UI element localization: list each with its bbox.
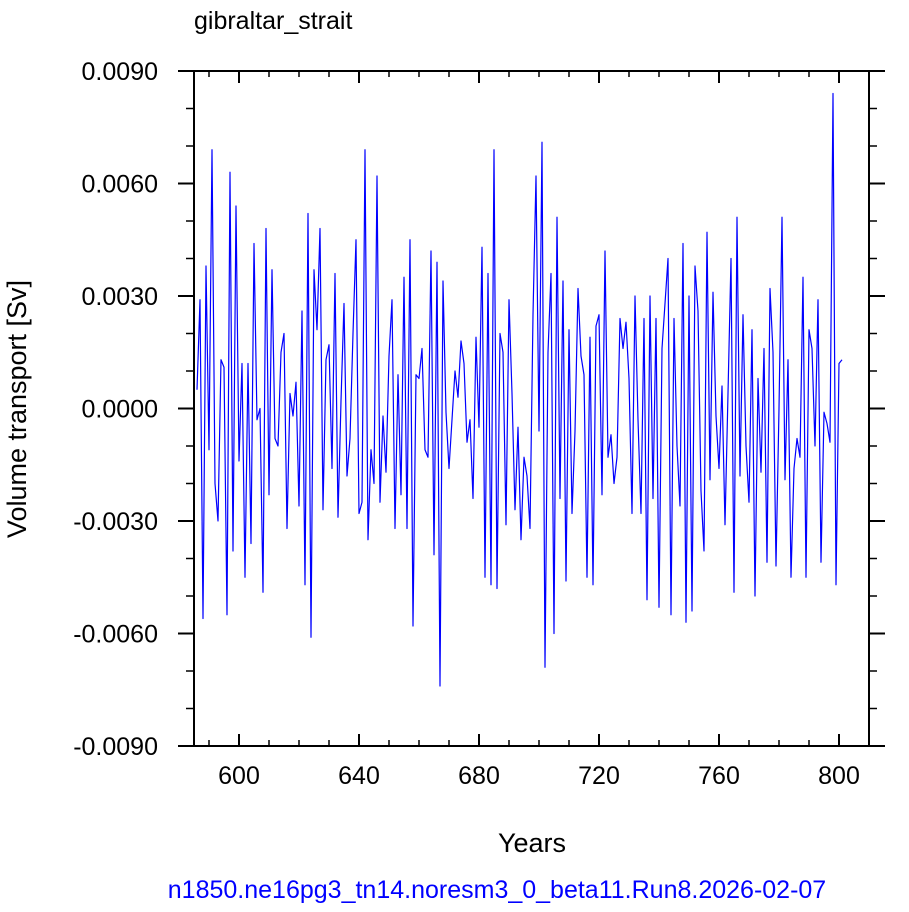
chart-title: gibraltar_strait — [194, 7, 352, 35]
y-tick-label: 0.0030 — [82, 283, 158, 311]
run-label: n1850.ne16pg3_tn14.noresm3_0_beta11.Run8… — [168, 876, 826, 904]
y-tick-label: 0.0060 — [82, 171, 158, 199]
x-tick-label: 680 — [458, 762, 500, 790]
x-tick-label: 760 — [698, 762, 740, 790]
y-tick-label: -0.0060 — [73, 621, 158, 649]
x-tick-label: 640 — [338, 762, 380, 790]
y-axis-ticks — [178, 70, 885, 747]
y-tick-label: 0.0090 — [82, 58, 158, 86]
y-axis-title: Volume transport [Sv] — [2, 280, 32, 538]
y-tick-label: 0.0000 — [82, 396, 158, 424]
y-tick-label: -0.0090 — [73, 733, 158, 761]
x-tick-label: 720 — [578, 762, 620, 790]
x-tick-label: 800 — [818, 762, 860, 790]
x-axis-ticks — [208, 71, 870, 746]
y-axis-tick-labels: -0.0090 -0.0060 -0.0030 0.0000 0.0030 0.0060 0… — [73, 58, 158, 761]
x-tick-label: 600 — [218, 762, 260, 790]
data-series-line — [196, 92, 843, 687]
x-axis-tick-labels: 600 640 680 720 760 800 — [218, 762, 860, 790]
x-axis-title: Years — [498, 828, 566, 858]
y-tick-label: -0.0030 — [73, 508, 158, 536]
